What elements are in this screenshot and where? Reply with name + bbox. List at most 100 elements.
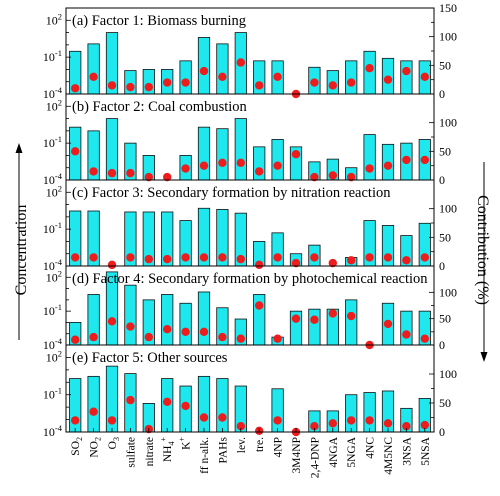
contribution-dot-4M5NC (383, 319, 393, 329)
contribution-dot-NO2 (89, 332, 98, 342)
left-axis-label: Concentration (13, 205, 30, 296)
category-label-4NP: 4NP (273, 437, 285, 457)
contribution-dot-2,4-DNP (310, 78, 319, 87)
contribution-dot-NO2 (89, 253, 98, 262)
category-label-5NSA: 5NSA (420, 436, 432, 465)
contribution-dot-3M4NP (291, 258, 301, 268)
contribution-dot-3NSA (402, 256, 411, 265)
contribution-dot-4NGA (328, 419, 337, 428)
contribution-dot-sulfate (126, 395, 135, 405)
bar-K+ (179, 60, 192, 95)
contribution-dot-4NGA (328, 309, 337, 318)
category-label-2,4-DNP: 2,4-DNP (309, 437, 321, 478)
contribution-dot-4NP (273, 253, 282, 262)
contribution-dot-nitrate (144, 172, 153, 182)
right-tick-label: 100 (439, 116, 457, 130)
left-tick-label: 102 (46, 268, 62, 284)
contribution-dot-2,4-DNP (310, 253, 319, 262)
contribution-dot-SO2 (71, 147, 80, 156)
contribution-dot-NO2 (89, 407, 98, 416)
right-axis-arrowhead (480, 352, 488, 362)
bar-4NP (271, 388, 284, 433)
contribution-dot-5NGA (347, 311, 356, 321)
bar-4NC (363, 134, 376, 181)
contribution-dot-NO2 (89, 167, 98, 176)
contribution-dot-PAHs (218, 332, 227, 342)
contribution-dot-4NGA (328, 171, 337, 180)
right-tick-label: 50 (439, 396, 451, 410)
bar-5NGA (345, 299, 358, 346)
contribution-dot-NO2 (89, 72, 98, 82)
contribution-dot-sulfate (126, 253, 135, 262)
category-label-4M5NC: 4M5NC (383, 437, 395, 475)
right-tick-label: 50 (439, 312, 451, 326)
right-tick-label: 0 (439, 338, 445, 352)
contribution-dot-PAHs (218, 413, 227, 422)
contribution-dot-4NGA (328, 81, 337, 90)
contribution-dot-SO2 (71, 253, 80, 262)
panel-1: 102 10-1 10-4 0 50 100 150 (a) Factor 1: Biomas… (43, 1, 457, 101)
contribution-dot-NH4+ (163, 78, 172, 87)
contribution-dot-PAHs (218, 158, 227, 167)
left-tick-label: 10-4 (43, 85, 63, 101)
panel-title: (b) Factor 2: Coal combustion (72, 99, 248, 115)
right-tick-label: 0 (439, 173, 445, 187)
contribution-dot-lev. (236, 158, 245, 167)
category-label-O3: O3 (107, 437, 121, 449)
panel-4: 102 10-1 10-4 0 50 100 (d) Factor 4: Secondary… (43, 265, 457, 352)
panel-title: (d) Factor 4: Secondary formation by pho… (72, 271, 428, 287)
category-label-nitrate: nitrate (144, 437, 156, 466)
contribution-dot-PAHs (218, 253, 227, 262)
contribution-dot-tre. (255, 260, 264, 270)
bar-ff n-alk. (197, 291, 211, 346)
left-tick-label: 10-1 (43, 302, 62, 318)
right-axis-title: Contribution (%) (474, 162, 491, 362)
left-tick-label: 10-4 (43, 336, 63, 352)
bar-PAHs (216, 128, 229, 181)
panel-5: 102 10-1 10-4 0 50 100 (e) Factor 5: Other sou… (43, 344, 457, 439)
panels: 102 10-1 10-4 0 50 100 150 (a) Factor 1: Biomas… (43, 1, 457, 439)
contribution-dot-4NC (365, 253, 374, 262)
right-tick-label: 100 (439, 30, 457, 44)
contribution-dot-5NGA (347, 172, 356, 182)
contribution-dot-tre. (255, 167, 264, 176)
contribution-dot-ff n-alk. (199, 413, 209, 422)
contribution-dot-5NSA (420, 155, 429, 165)
bar-5NGA (345, 394, 358, 433)
contribution-dot-O3 (107, 416, 117, 425)
left-tick-label: 102 (46, 348, 62, 364)
category-label-3NSA: 3NSA (401, 436, 413, 465)
bar-lev. (234, 118, 247, 181)
contribution-dot-4M5NC (383, 253, 393, 262)
contribution-dot-NH4+ (163, 254, 172, 264)
right-tick-label: 0 (439, 259, 445, 273)
contribution-dot-3M4NP (291, 314, 301, 323)
contribution-dot-3NSA (402, 155, 411, 165)
category-label-NO2: NO2 (89, 437, 103, 458)
contribution-dot-2,4-DNP (310, 172, 319, 182)
bar-ff n-alk. (197, 375, 211, 433)
contribution-dot-tre. (255, 301, 264, 310)
left-tick-label: 10-1 (43, 386, 62, 402)
category-label-5NGA: 5NGA (346, 436, 358, 467)
contribution-dot-2,4-DNP (310, 315, 319, 324)
left-tick-label: 10-1 (43, 220, 62, 236)
contribution-dot-5NGA (347, 256, 356, 265)
left-tick-label: 10-4 (43, 423, 63, 439)
left-tick-label: 102 (46, 97, 62, 113)
contribution-dot-nitrate (144, 82, 153, 92)
contribution-dot-5NSA (420, 72, 429, 82)
contribution-dot-ff n-alk. (199, 253, 209, 262)
bar-ff n-alk. (197, 126, 211, 181)
bar-4NC (363, 392, 376, 433)
contribution-dot-4NP (273, 416, 282, 425)
panel-title: (c) Factor 3: Secondary formation by nit… (72, 185, 391, 201)
left-tick-label: 10-1 (43, 134, 62, 150)
right-tick-label: 0 (439, 87, 445, 101)
contribution-dot-K+ (181, 164, 190, 173)
contribution-dot-ff n-alk. (199, 327, 209, 337)
contribution-dot-4NC (365, 164, 374, 173)
contribution-dot-3NSA (402, 422, 411, 431)
left-tick-label: 10-1 (43, 48, 62, 64)
